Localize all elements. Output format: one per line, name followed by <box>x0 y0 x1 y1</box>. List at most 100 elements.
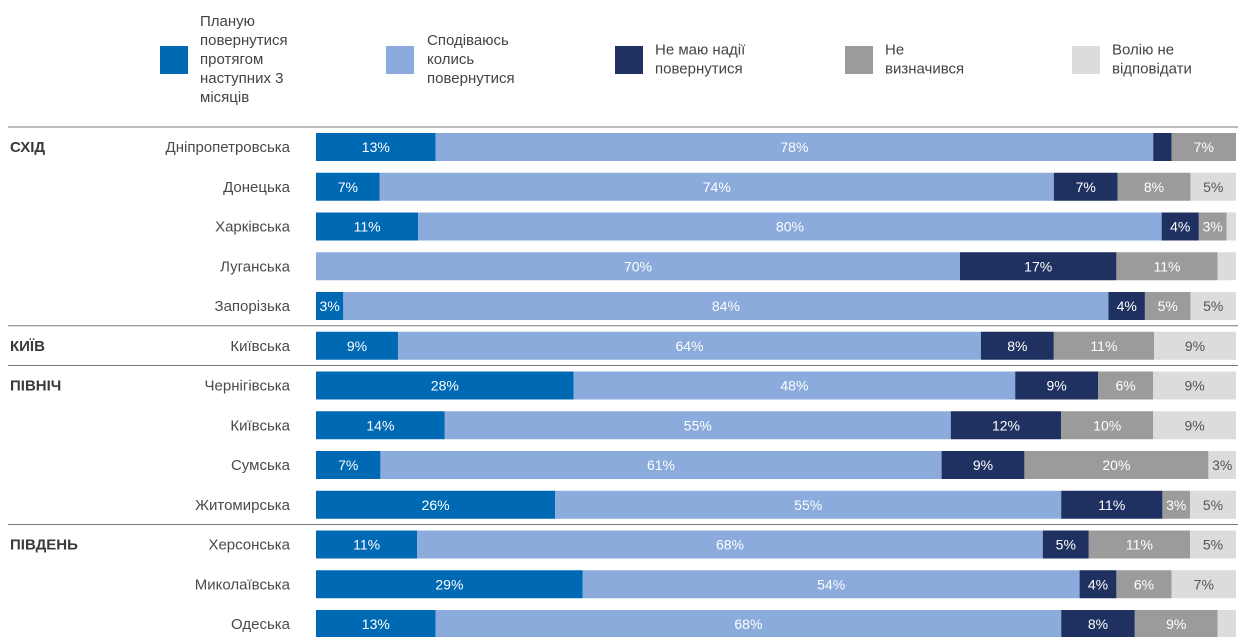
data-label: 4% <box>1088 576 1108 592</box>
bar-segment <box>316 490 556 519</box>
bar-segment <box>343 292 1109 320</box>
bar-segment <box>444 411 951 440</box>
bar-segment <box>950 411 1062 440</box>
data-label: 8% <box>1144 179 1164 195</box>
bar-segment <box>1162 490 1190 519</box>
data-label: 14% <box>366 417 394 433</box>
bar-segment <box>1190 530 1236 559</box>
legend-label-line: Планую <box>200 13 255 30</box>
data-label: 13% <box>362 139 390 155</box>
bar-segment <box>1079 570 1117 599</box>
data-label: 5% <box>1203 298 1223 314</box>
data-label: 7% <box>338 179 358 195</box>
data-label: 5% <box>1203 537 1223 553</box>
data-label: 78% <box>780 139 808 155</box>
bar-segment <box>1015 371 1098 400</box>
data-label: 11% <box>354 219 381 235</box>
legend-label-line: протягом <box>200 51 263 68</box>
bar-segment <box>1217 610 1236 637</box>
data-label: 7% <box>338 457 358 473</box>
oblast-label: Луганська <box>220 258 290 275</box>
bar-segment <box>1190 292 1236 320</box>
region-label: КИЇВ <box>10 338 45 355</box>
data-label: 5% <box>1158 298 1178 314</box>
data-label: 17% <box>1024 258 1052 274</box>
data-label: 10% <box>1093 417 1121 433</box>
region-dividers <box>8 126 1238 525</box>
region-label: ПІВНІЧ <box>10 378 61 395</box>
data-label: 9% <box>347 338 367 354</box>
bar-segment <box>316 331 398 360</box>
bar-segment <box>1198 212 1227 241</box>
data-label: 6% <box>1115 378 1135 394</box>
bar-segment <box>1098 371 1154 400</box>
data-label: 61% <box>647 457 675 473</box>
data-label: 11% <box>1090 338 1117 354</box>
bar-segment <box>1024 451 1209 479</box>
legend-label-line: Сподіваюсь <box>427 32 509 49</box>
data-label: 5% <box>1203 179 1223 195</box>
data-label: 68% <box>734 616 762 632</box>
bar-segment <box>941 451 1025 479</box>
bar-segment <box>1088 530 1190 559</box>
bar-segment <box>379 172 1054 201</box>
data-label: 28% <box>431 378 459 394</box>
data-label: 4% <box>1170 219 1190 235</box>
data-label: 29% <box>435 576 463 592</box>
oblast-label: Чернігівська <box>205 378 291 395</box>
legend-label-4: Не визначився <box>885 42 964 78</box>
bar-segment <box>417 530 1043 559</box>
bar-segment <box>1053 172 1118 201</box>
bar-segment <box>435 133 1154 161</box>
bar-segment <box>1226 212 1236 241</box>
bar-segment <box>316 610 436 637</box>
legend-label-line: Не маю надії <box>655 42 746 59</box>
oblast-label: Сумська <box>231 457 291 474</box>
data-label: 68% <box>716 537 744 553</box>
legend-label-line: наступних 3 <box>200 70 283 87</box>
bar-segment <box>1154 331 1236 360</box>
legend-swatch-3 <box>615 46 643 74</box>
bar-segment <box>316 212 419 241</box>
legend-label-line: визначився <box>885 61 964 78</box>
region-label: СХІД <box>10 139 45 156</box>
bar-segment <box>316 451 381 479</box>
data-label: 74% <box>703 179 731 195</box>
data-label: 3% <box>1166 497 1186 513</box>
bar-segment <box>1153 133 1172 161</box>
bar-segment <box>1116 252 1218 281</box>
bar-segment <box>316 172 380 201</box>
data-label: 6% <box>1134 576 1154 592</box>
oblast-label: Миколаївська <box>195 576 291 593</box>
bar-segment <box>1042 530 1089 559</box>
data-label: 7% <box>1076 179 1096 195</box>
oblast-label: Київська <box>230 338 290 355</box>
data-label: 9% <box>1184 378 1204 394</box>
bar-segment <box>316 371 574 400</box>
bar-segment <box>1208 451 1236 479</box>
data-label: 84% <box>712 298 740 314</box>
bar-segment <box>1108 292 1145 320</box>
oblast-label: Київська <box>230 417 290 434</box>
bar-segment <box>1190 172 1236 201</box>
bar-segment <box>1171 133 1236 161</box>
data-label: 3% <box>1203 219 1223 235</box>
legend-label-line: Не <box>885 42 904 59</box>
bar-segment <box>1117 172 1191 201</box>
bar-segment <box>1061 411 1154 440</box>
legend-label-line: місяців <box>200 89 249 106</box>
data-label: 55% <box>684 417 712 433</box>
legend-label-line: колись <box>427 51 474 68</box>
data-label: 55% <box>794 497 822 513</box>
data-label: 64% <box>675 338 703 354</box>
bar-segment <box>1161 212 1199 241</box>
oblast-label: Дніпропетровська <box>166 139 291 156</box>
bar-segment <box>980 331 1054 360</box>
legend-label-1: Планую повернутися протягом наступних 3 міся… <box>200 13 288 106</box>
oblast-label: Херсонська <box>208 537 290 554</box>
data-label: 9% <box>1166 616 1186 632</box>
data-label: 4% <box>1117 298 1137 314</box>
oblast-label: Запорізька <box>215 298 291 315</box>
data-label: 9% <box>1185 338 1205 354</box>
bar-segment <box>1144 292 1191 320</box>
